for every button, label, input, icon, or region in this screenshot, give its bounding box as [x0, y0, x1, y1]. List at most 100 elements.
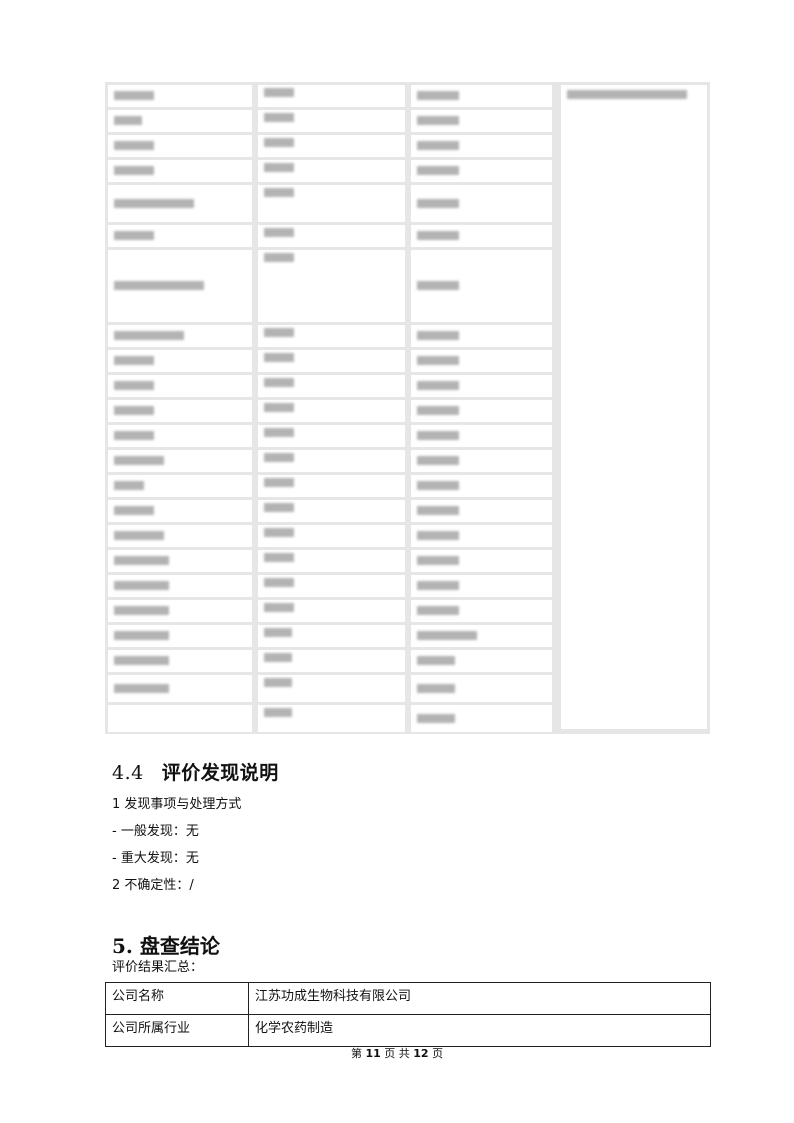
blurred-text	[417, 198, 459, 208]
blurred-text	[114, 231, 154, 240]
section-5-heading: 5. 盘查结论	[112, 934, 220, 958]
blurred-cell	[258, 550, 405, 572]
blurred-text	[417, 381, 459, 390]
blurred-cell	[258, 425, 405, 447]
blurred-text	[114, 356, 154, 365]
page-number: 11	[365, 1047, 381, 1060]
blurred-data-table-image	[105, 82, 710, 734]
blurred-cell	[108, 705, 252, 732]
section-number: 4.4	[112, 762, 144, 784]
blurred-text	[114, 481, 144, 490]
blurred-text	[417, 556, 459, 565]
blurred-cell	[411, 350, 552, 372]
blurred-text	[114, 656, 169, 665]
blurred-text	[417, 431, 459, 440]
blurred-cell	[258, 85, 405, 107]
blurred-text	[264, 603, 294, 612]
total-pages: 12	[413, 1047, 429, 1060]
blurred-text	[114, 141, 154, 150]
blurred-text	[264, 578, 294, 587]
blurred-text	[417, 531, 459, 540]
blurred-text	[114, 166, 154, 175]
blurred-text	[264, 628, 292, 637]
blurred-cell	[108, 110, 252, 132]
blurred-text	[264, 653, 292, 662]
blurred-cell	[108, 475, 252, 497]
blurred-text	[417, 141, 459, 150]
blurred-text	[417, 481, 459, 490]
blurred-cell	[108, 525, 252, 547]
blurred-cell	[108, 185, 252, 222]
summary-subtitle: 评价结果汇总：	[112, 960, 204, 975]
blurred-cell	[108, 425, 252, 447]
footer-prefix: 第	[350, 1047, 362, 1060]
blurred-cell	[108, 450, 252, 472]
blurred-text	[264, 188, 294, 197]
blurred-text	[417, 631, 477, 640]
blurred-cell	[258, 475, 405, 497]
blurred-cell	[108, 375, 252, 397]
blurred-text	[114, 91, 154, 100]
blurred-cell	[411, 135, 552, 157]
blurred-cell	[108, 500, 252, 522]
blurred-text	[114, 116, 142, 125]
blurred-text	[417, 166, 459, 175]
blurred-text	[114, 531, 164, 540]
general-findings: - 一般发现：无	[112, 824, 199, 839]
blurred-text	[264, 503, 294, 512]
blurred-text	[264, 138, 294, 147]
page-footer: 第 11 页 共 12 页	[0, 1045, 794, 1061]
blurred-text	[264, 328, 294, 337]
blurred-text	[417, 581, 459, 590]
blurred-cell	[411, 650, 552, 672]
blurred-text	[114, 606, 169, 615]
blurred-text	[567, 90, 687, 99]
blurred-text	[417, 713, 455, 723]
blurred-text	[264, 678, 292, 687]
blurred-cell	[411, 705, 552, 732]
blurred-cell	[411, 85, 552, 107]
major-findings: - 重大发现：无	[112, 851, 199, 866]
blurred-cell	[258, 600, 405, 622]
blurred-cell	[108, 325, 252, 347]
blurred-text	[417, 116, 459, 125]
blurred-text	[114, 281, 204, 290]
blurred-cell	[258, 225, 405, 247]
blurred-text	[417, 281, 459, 290]
blurred-cell	[108, 600, 252, 622]
blurred-cell	[411, 550, 552, 572]
blurred-cell	[411, 375, 552, 397]
blurred-text	[264, 163, 294, 172]
blurred-text	[264, 708, 292, 717]
blurred-text	[114, 581, 169, 590]
blurred-cell	[108, 135, 252, 157]
blurred-cell	[108, 650, 252, 672]
blurred-text	[264, 113, 294, 122]
blurred-cell	[258, 650, 405, 672]
blurred-text	[417, 456, 459, 465]
blurred-cell	[108, 85, 252, 107]
section-4-4-heading: 4.4 评价发现说明	[112, 758, 279, 785]
blurred-cell	[108, 575, 252, 597]
blurred-text	[114, 381, 154, 390]
blurred-cell	[411, 475, 552, 497]
blurred-cell	[411, 400, 552, 422]
blurred-text	[264, 403, 294, 412]
blurred-text	[417, 356, 459, 365]
blurred-cell	[411, 110, 552, 132]
blurred-text	[114, 683, 169, 693]
blurred-text	[114, 631, 169, 640]
blurred-cell	[258, 250, 405, 322]
blurred-cell	[108, 550, 252, 572]
blurred-cell	[411, 425, 552, 447]
table-row: 公司名称 江苏功成生物科技有限公司	[105, 982, 711, 1015]
blurred-cell	[108, 625, 252, 647]
blurred-cell	[258, 185, 405, 222]
blurred-text	[264, 428, 294, 437]
blurred-cell	[258, 705, 405, 732]
blurred-text	[417, 331, 459, 340]
footer-middle: 页 共	[384, 1047, 410, 1060]
summary-table: 公司名称 江苏功成生物科技有限公司 公司所属行业 化学农药制造	[105, 982, 711, 1047]
blurred-cell	[258, 575, 405, 597]
blurred-cell	[411, 675, 552, 702]
